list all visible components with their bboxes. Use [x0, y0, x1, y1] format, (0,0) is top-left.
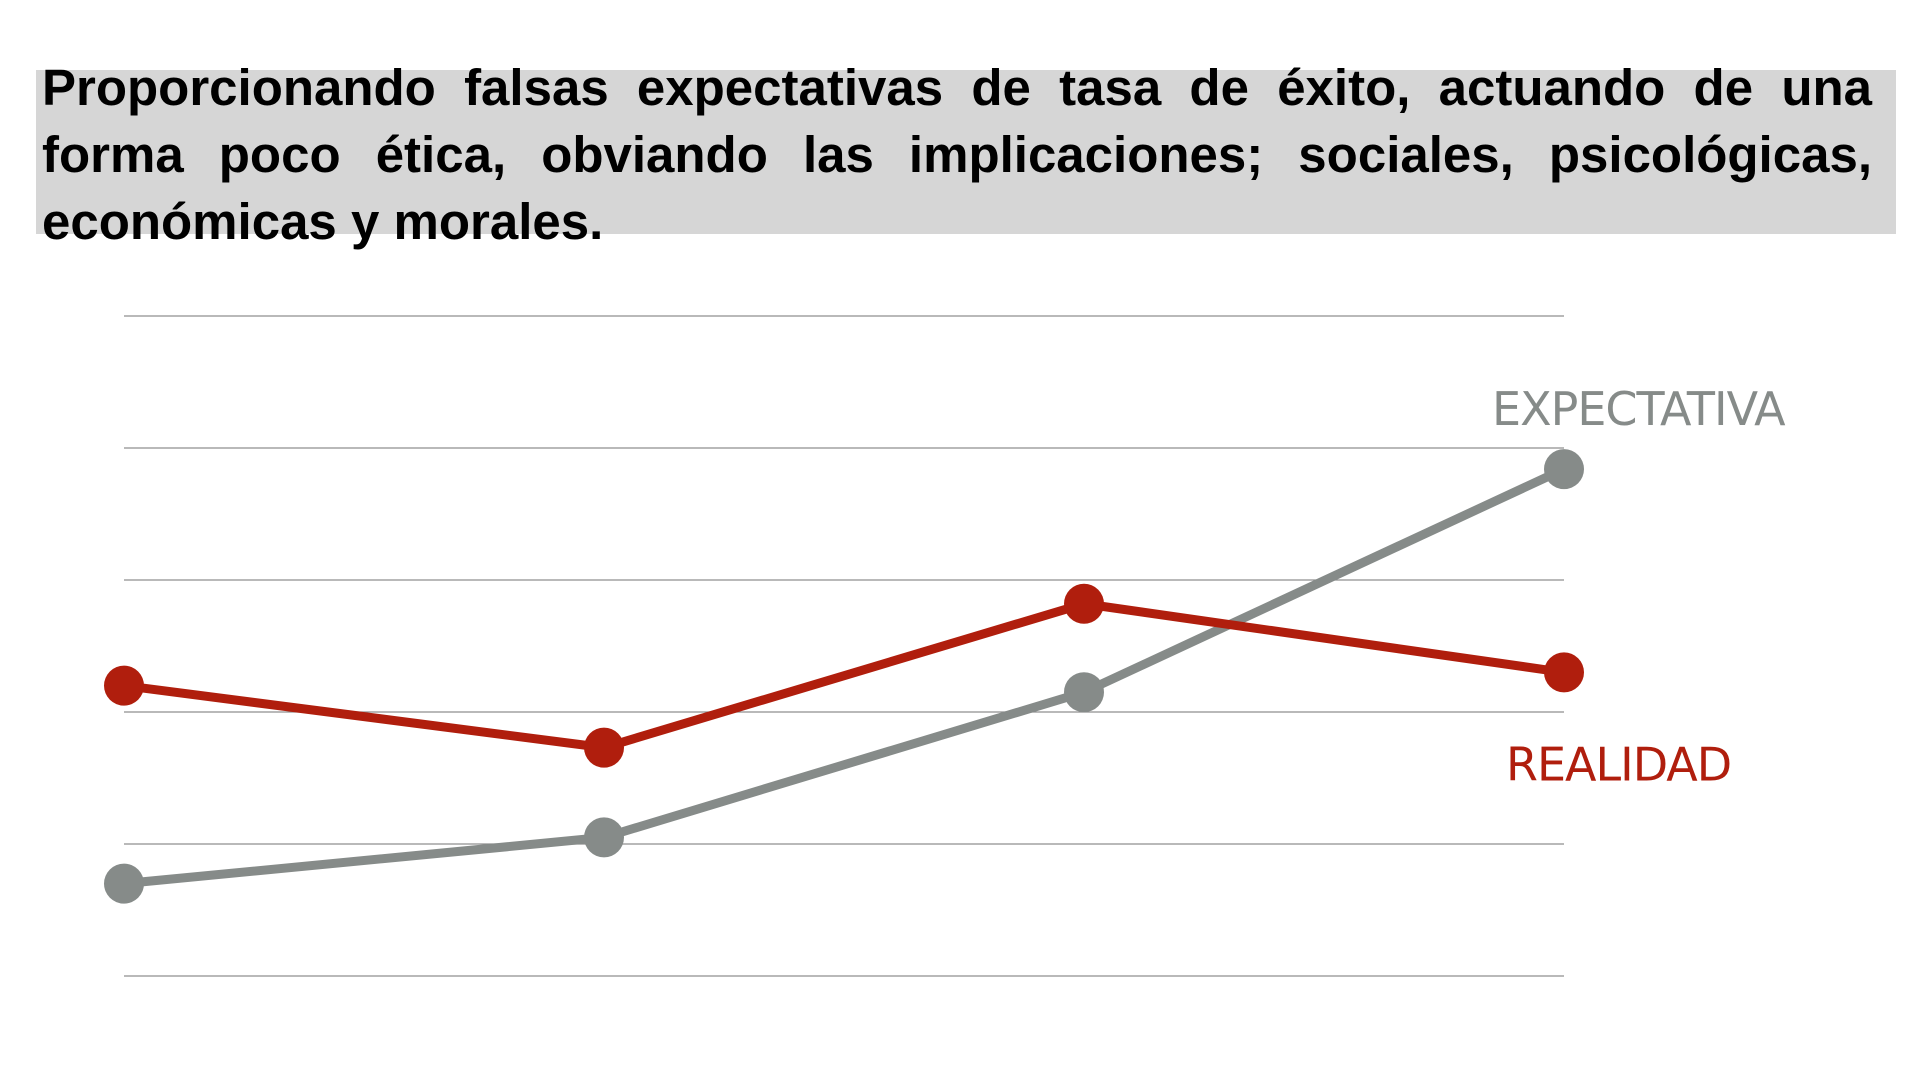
- series-expectativa: [104, 449, 1584, 904]
- series-label-realidad: REALIDAD: [1506, 737, 1731, 791]
- chart-grid: [124, 315, 1564, 977]
- data-point-expectativa-0: [104, 863, 144, 904]
- heading-highlight: [36, 70, 1896, 234]
- series-label-expectativa: EXPECTATIVA: [1492, 382, 1786, 436]
- data-point-expectativa-1: [584, 817, 624, 858]
- series-line-realidad: [119, 599, 1569, 753]
- series-line-expectativa: [119, 464, 1569, 889]
- series-realidad: [104, 583, 1584, 768]
- data-point-realidad-0: [104, 665, 144, 706]
- data-point-expectativa-3: [1544, 449, 1584, 490]
- data-point-realidad-3: [1544, 652, 1584, 693]
- slide-heading: Proporcionando falsas expectativas de ta…: [42, 59, 1872, 250]
- data-point-expectativa-2: [1064, 672, 1104, 713]
- chart-series: [104, 449, 1584, 904]
- chart-series-labels: EXPECTATIVA REALIDAD: [1492, 382, 1787, 791]
- data-point-realidad-1: [584, 727, 624, 768]
- data-point-realidad-2: [1064, 583, 1104, 624]
